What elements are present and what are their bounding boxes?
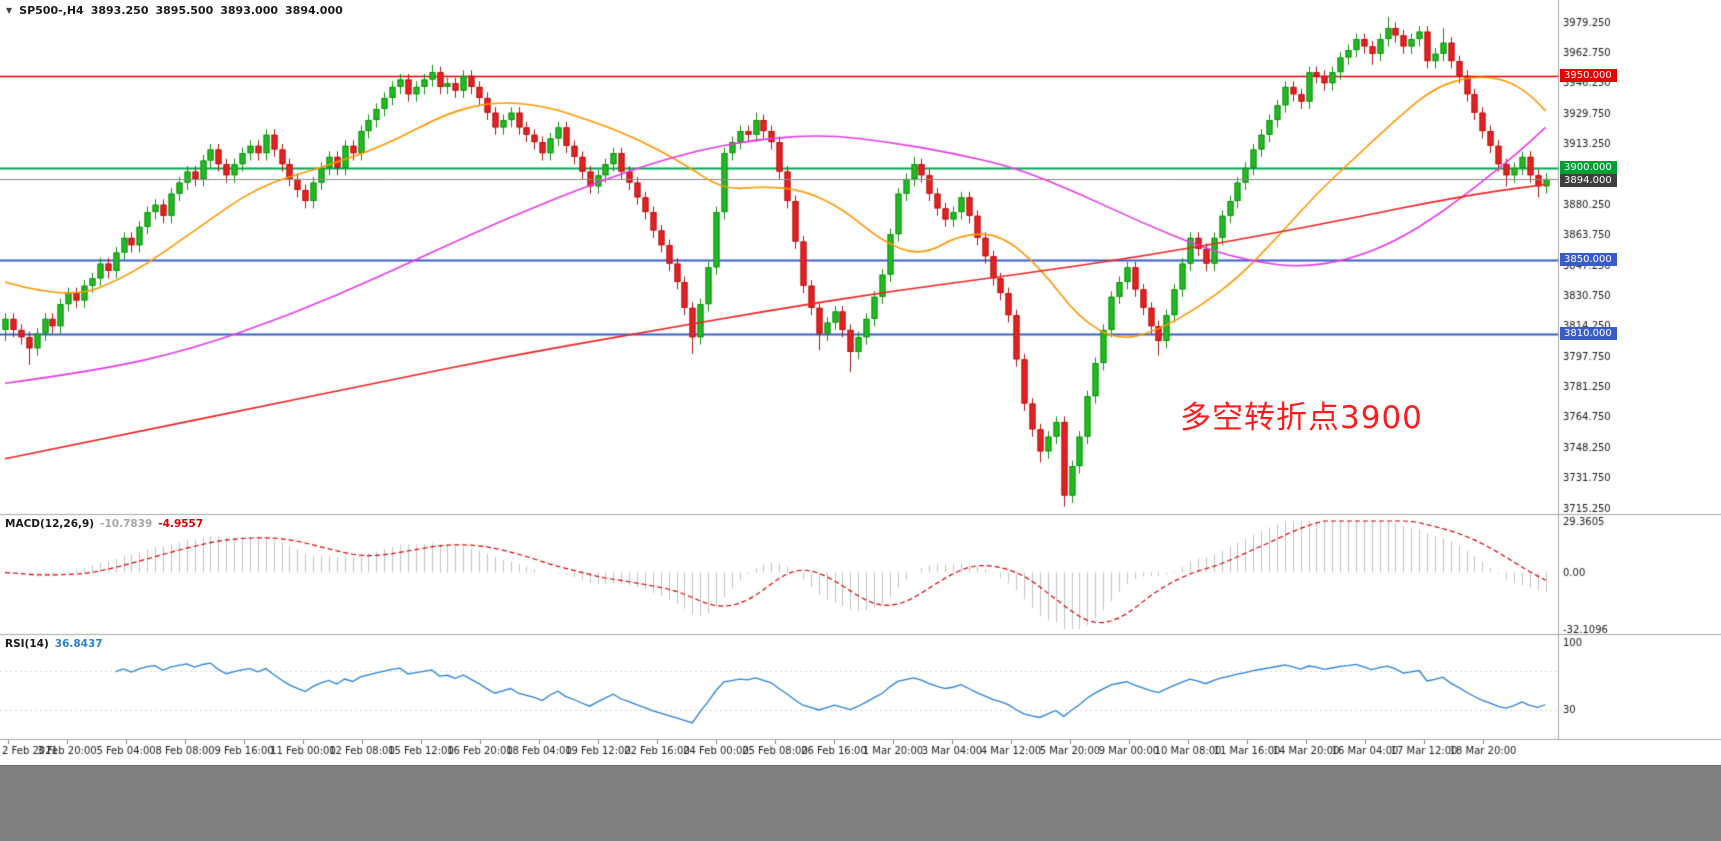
rsi-name: RSI(14) bbox=[5, 638, 49, 650]
price-badge-3810: 3810.000 bbox=[1560, 327, 1617, 341]
one-click-trading-arrow-icon[interactable]: ▼ bbox=[6, 6, 13, 15]
macd-name: MACD(12,26,9) bbox=[5, 518, 95, 530]
price-badge-3900: 3900.000 bbox=[1560, 161, 1617, 175]
current-price-badge: 3894.000 bbox=[1560, 173, 1617, 187]
bar-low-value: 3893.000 bbox=[220, 4, 279, 17]
rsi-label: RSI(14) 36.8437 bbox=[5, 638, 109, 650]
macd-label: MACD(12,26,9) -10.7839 -4.9557 bbox=[5, 518, 209, 530]
macd-main-value: -10.7839 bbox=[100, 518, 153, 530]
price-badge-3850: 3850.000 bbox=[1560, 253, 1617, 267]
bar-high-value: 3895.500 bbox=[155, 4, 214, 17]
bar-close-value: 3894.000 bbox=[285, 4, 343, 17]
window-background-strip bbox=[0, 765, 1721, 841]
rsi-value: 36.8437 bbox=[54, 638, 103, 650]
macd-signal-value: -4.9557 bbox=[158, 518, 204, 530]
chart-canvas[interactable] bbox=[0, 0, 1721, 765]
symbol-timeframe-label: SP500-,H4 bbox=[19, 4, 84, 17]
bar-open-value: 3893.250 bbox=[90, 4, 149, 17]
chart-header: ▼ SP500-,H4 3893.250 3895.500 3893.000 3… bbox=[6, 4, 343, 17]
price-badge-3950: 3950.000 bbox=[1560, 69, 1617, 83]
chart-annotation-text: 多空转折点3900 bbox=[1180, 400, 1423, 436]
